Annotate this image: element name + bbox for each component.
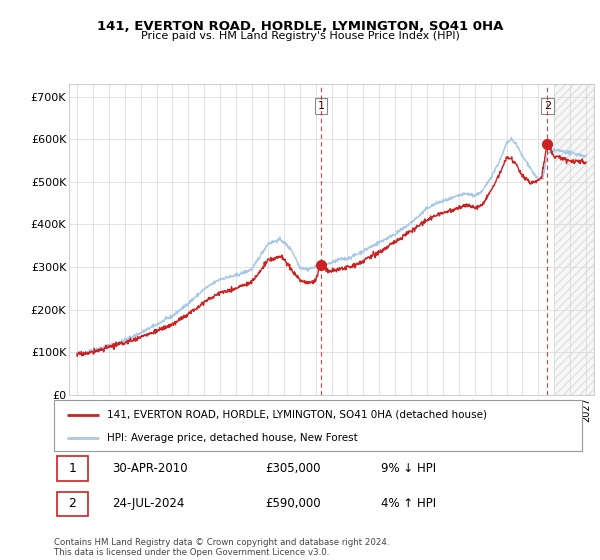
- Text: 9% ↓ HPI: 9% ↓ HPI: [382, 462, 436, 475]
- Text: HPI: Average price, detached house, New Forest: HPI: Average price, detached house, New …: [107, 433, 358, 443]
- Text: 24-JUL-2024: 24-JUL-2024: [112, 497, 184, 510]
- Text: Contains HM Land Registry data © Crown copyright and database right 2024.
This d: Contains HM Land Registry data © Crown c…: [54, 538, 389, 557]
- Text: 141, EVERTON ROAD, HORDLE, LYMINGTON, SO41 0HA: 141, EVERTON ROAD, HORDLE, LYMINGTON, SO…: [97, 20, 503, 32]
- Text: 2: 2: [68, 497, 76, 510]
- Bar: [56, 456, 88, 480]
- Text: 1: 1: [317, 101, 325, 111]
- Text: 4% ↑ HPI: 4% ↑ HPI: [382, 497, 436, 510]
- Bar: [56, 492, 88, 516]
- Text: Price paid vs. HM Land Registry's House Price Index (HPI): Price paid vs. HM Land Registry's House …: [140, 31, 460, 41]
- Text: 1: 1: [68, 462, 76, 475]
- Bar: [554, 84, 594, 395]
- Text: 2: 2: [544, 101, 551, 111]
- Text: £590,000: £590,000: [265, 497, 321, 510]
- Text: 30-APR-2010: 30-APR-2010: [112, 462, 188, 475]
- Text: 141, EVERTON ROAD, HORDLE, LYMINGTON, SO41 0HA (detached house): 141, EVERTON ROAD, HORDLE, LYMINGTON, SO…: [107, 409, 487, 419]
- Text: £305,000: £305,000: [265, 462, 321, 475]
